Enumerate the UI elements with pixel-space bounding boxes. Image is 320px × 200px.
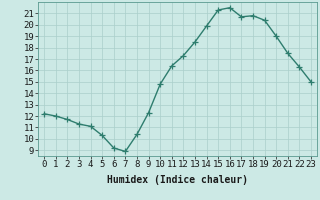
X-axis label: Humidex (Indice chaleur): Humidex (Indice chaleur) <box>107 175 248 185</box>
